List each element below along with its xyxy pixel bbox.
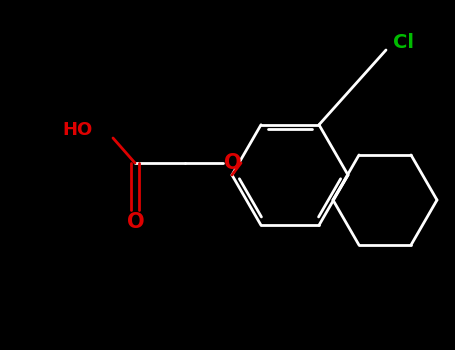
Text: HO: HO <box>63 121 93 139</box>
Text: Cl: Cl <box>393 34 414 52</box>
Text: O: O <box>224 153 242 173</box>
Text: O: O <box>127 212 145 232</box>
